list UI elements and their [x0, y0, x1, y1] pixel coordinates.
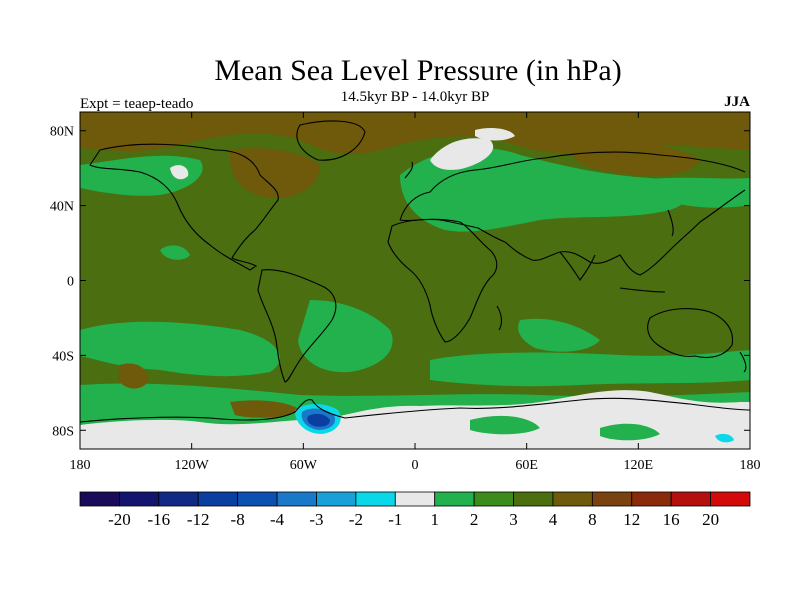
coastline-india	[559, 251, 596, 281]
colorbar-box	[473, 491, 514, 507]
colorbar-label: 2	[470, 510, 479, 529]
coastline-africa	[387, 218, 498, 343]
coastline-eurasia	[399, 151, 746, 276]
field-region-indian-ocean	[518, 318, 600, 352]
coastline-north-america	[89, 143, 279, 271]
coastline-japan	[667, 209, 674, 237]
field-region-pacific-dark	[118, 363, 149, 389]
field-region-pacific-green	[160, 245, 190, 260]
colorbar-box	[316, 491, 357, 507]
colorbar-label: -2	[349, 510, 363, 529]
colorbar-box	[513, 491, 554, 507]
coastline-new-zealand	[739, 351, 747, 373]
x-axis: 180 120W 60W 0 60E 120E 180	[70, 112, 761, 473]
colorbar-box	[79, 491, 120, 507]
colorbar-box	[237, 491, 278, 507]
colorbar-label: 8	[588, 510, 597, 529]
coastlines	[80, 120, 750, 423]
colorbar-label: -8	[231, 510, 245, 529]
colorbar-box	[434, 491, 475, 507]
field-region-antarctica	[80, 390, 750, 449]
y-tick-label: 0	[67, 275, 74, 290]
x-tick-label: 60E	[515, 458, 538, 473]
field-region-scandinavia	[430, 138, 494, 170]
y-tick-label: 80N	[50, 125, 74, 140]
colorbar-label: 4	[549, 510, 558, 529]
field-region-peninsula-brown	[230, 400, 300, 418]
period-label: 14.5kyr BP - 14.0kyr BP	[341, 89, 490, 105]
season-label: JJA	[724, 94, 750, 110]
colorbar-label: -16	[147, 510, 170, 529]
map-field	[80, 112, 750, 449]
colorbar-box	[355, 491, 396, 507]
colorbar-box	[631, 491, 672, 507]
field-region-canada	[229, 148, 320, 199]
colorbar-label: -4	[270, 510, 285, 529]
colorbar-label: 16	[663, 510, 680, 529]
field-region-west-atlantic-green	[90, 172, 150, 188]
y-axis: 80N 40N 0 40S 80S	[50, 125, 750, 439]
field-region-siberia	[568, 139, 700, 176]
field-region-east-asia	[639, 177, 750, 208]
colorbar-label: 3	[509, 510, 518, 529]
colorbar-box	[552, 491, 593, 507]
colorbar-label: 12	[623, 510, 640, 529]
field-region-south-pacific	[80, 321, 280, 377]
field-region-antarctic-green-patch	[470, 415, 540, 435]
coastline-greenland	[296, 120, 366, 161]
y-tick-label: 80S	[52, 424, 74, 439]
chart-title: Mean Sea Level Pressure (in hPa)	[214, 54, 621, 87]
colorbar: -20 -16 -12 -8 -4 -3 -2 -1 1 2 3 4 8 12 16 20	[79, 491, 751, 529]
x-tick-label: 180	[70, 458, 91, 473]
coastline-uk	[404, 161, 414, 179]
y-tick-label: 40N	[50, 200, 74, 215]
x-tick-label: 60W	[290, 458, 318, 473]
field-region-south-atlantic	[298, 300, 393, 373]
coastline-australia	[647, 308, 734, 359]
coastline-indonesia	[619, 287, 666, 293]
experiment-label: Expt = teaep-teado	[80, 96, 193, 112]
field-region-alaska-white	[170, 165, 189, 180]
x-tick-label: 180	[740, 458, 761, 473]
x-tick-label: 120W	[175, 458, 210, 473]
field-region-eurasia	[400, 147, 688, 232]
colorbar-box	[394, 491, 436, 507]
x-tick-label: 0	[412, 458, 419, 473]
x-tick-label: 120E	[624, 458, 654, 473]
field-region-ross-cyan	[715, 433, 734, 443]
colorbar-box	[197, 491, 239, 507]
colorbar-box	[158, 491, 199, 507]
field-region-greenland-white	[475, 128, 515, 141]
coastline-madagascar	[496, 305, 502, 331]
colorbar-box	[119, 491, 160, 507]
y-tick-label: 40S	[52, 349, 74, 364]
colorbar-label: 20	[702, 510, 719, 529]
colorbar-label: -3	[309, 510, 323, 529]
field-region-weddell-minus4	[307, 413, 330, 427]
coastline-south-america	[257, 269, 337, 383]
field-region-antarctic-green-patch-2	[600, 423, 660, 441]
colorbar-box	[591, 491, 633, 507]
coastline-antarctica	[80, 397, 750, 423]
field-region-south-indian-band	[430, 350, 750, 387]
colorbar-box	[710, 491, 751, 507]
colorbar-label: 1	[430, 510, 439, 529]
colorbar-label: -20	[108, 510, 131, 529]
colorbar-label: -12	[187, 510, 210, 529]
colorbar-box	[276, 491, 317, 507]
colorbar-box	[670, 491, 711, 507]
colorbar-label: -1	[388, 510, 402, 529]
